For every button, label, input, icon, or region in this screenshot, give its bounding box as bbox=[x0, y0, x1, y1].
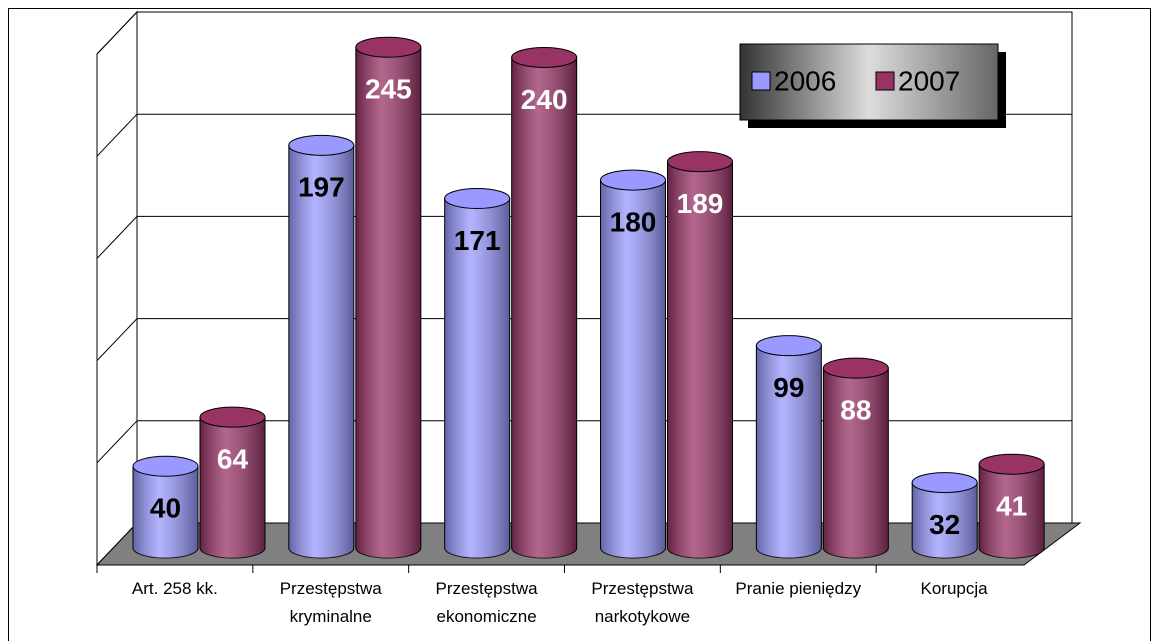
data-label: 180 bbox=[610, 206, 657, 237]
grid-line-side bbox=[96, 113, 138, 157]
bar-shade bbox=[355, 47, 421, 558]
bar-shade bbox=[823, 368, 889, 558]
data-label: 99 bbox=[773, 372, 804, 403]
bar-shade bbox=[200, 417, 265, 558]
bar-top bbox=[667, 151, 733, 173]
bar-shade bbox=[667, 161, 733, 558]
bar-top bbox=[755, 335, 822, 357]
bar-shade bbox=[511, 57, 577, 558]
bar-shade bbox=[979, 464, 1045, 558]
legend-swatch bbox=[751, 71, 771, 91]
data-label: 40 bbox=[150, 493, 181, 524]
data-label: 245 bbox=[365, 74, 412, 105]
bar-shade bbox=[600, 180, 666, 558]
bar-shade bbox=[288, 145, 354, 558]
bar-top bbox=[199, 406, 266, 428]
legend bbox=[739, 43, 999, 121]
x-tick-label: Art. 258 kk. bbox=[131, 579, 218, 598]
x-tick-label: Pranie pieniędzy bbox=[735, 579, 862, 598]
grid-line-side bbox=[96, 11, 138, 55]
bar-shade bbox=[133, 466, 198, 558]
bar-shade bbox=[912, 482, 978, 558]
x-tick-label: Przestępstwa ekonomiczne bbox=[435, 579, 538, 626]
legend-label: 2006 bbox=[774, 65, 836, 96]
grid-line-side bbox=[96, 420, 138, 464]
data-label: 197 bbox=[298, 172, 345, 203]
bar-shade bbox=[756, 345, 822, 558]
grid-line-side bbox=[96, 318, 138, 361]
x-tick-label: Przestępstwa kryminalne bbox=[279, 579, 382, 626]
data-label: 88 bbox=[840, 395, 871, 426]
bar-top bbox=[600, 169, 666, 191]
bar-top bbox=[822, 357, 889, 379]
frame bbox=[8, 8, 1151, 641]
legend-label: 2007 bbox=[898, 65, 960, 96]
x-tick-label: Przestępstwa narkotykowe bbox=[591, 579, 694, 626]
data-label: 189 bbox=[677, 188, 724, 219]
bar-top bbox=[288, 134, 355, 156]
data-label: 32 bbox=[929, 509, 960, 540]
bar-top bbox=[978, 453, 1045, 475]
legend-swatch bbox=[875, 71, 895, 91]
bar-top bbox=[355, 36, 422, 58]
bar-top bbox=[511, 46, 578, 68]
bar-top bbox=[911, 472, 978, 494]
bar-top bbox=[132, 455, 199, 477]
data-label: 240 bbox=[521, 84, 568, 115]
bar-top bbox=[444, 187, 511, 209]
grid-line-side bbox=[96, 216, 138, 259]
x-tick-label: Korupcja bbox=[920, 579, 988, 598]
data-label: 64 bbox=[217, 444, 249, 475]
bar-shade bbox=[444, 198, 510, 558]
data-label: 41 bbox=[996, 491, 1027, 522]
data-label: 171 bbox=[454, 225, 501, 256]
left-wall bbox=[96, 10, 138, 567]
